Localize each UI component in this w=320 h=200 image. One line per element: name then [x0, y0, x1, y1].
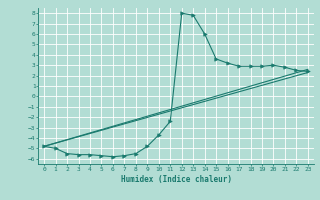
X-axis label: Humidex (Indice chaleur): Humidex (Indice chaleur) [121, 175, 231, 184]
